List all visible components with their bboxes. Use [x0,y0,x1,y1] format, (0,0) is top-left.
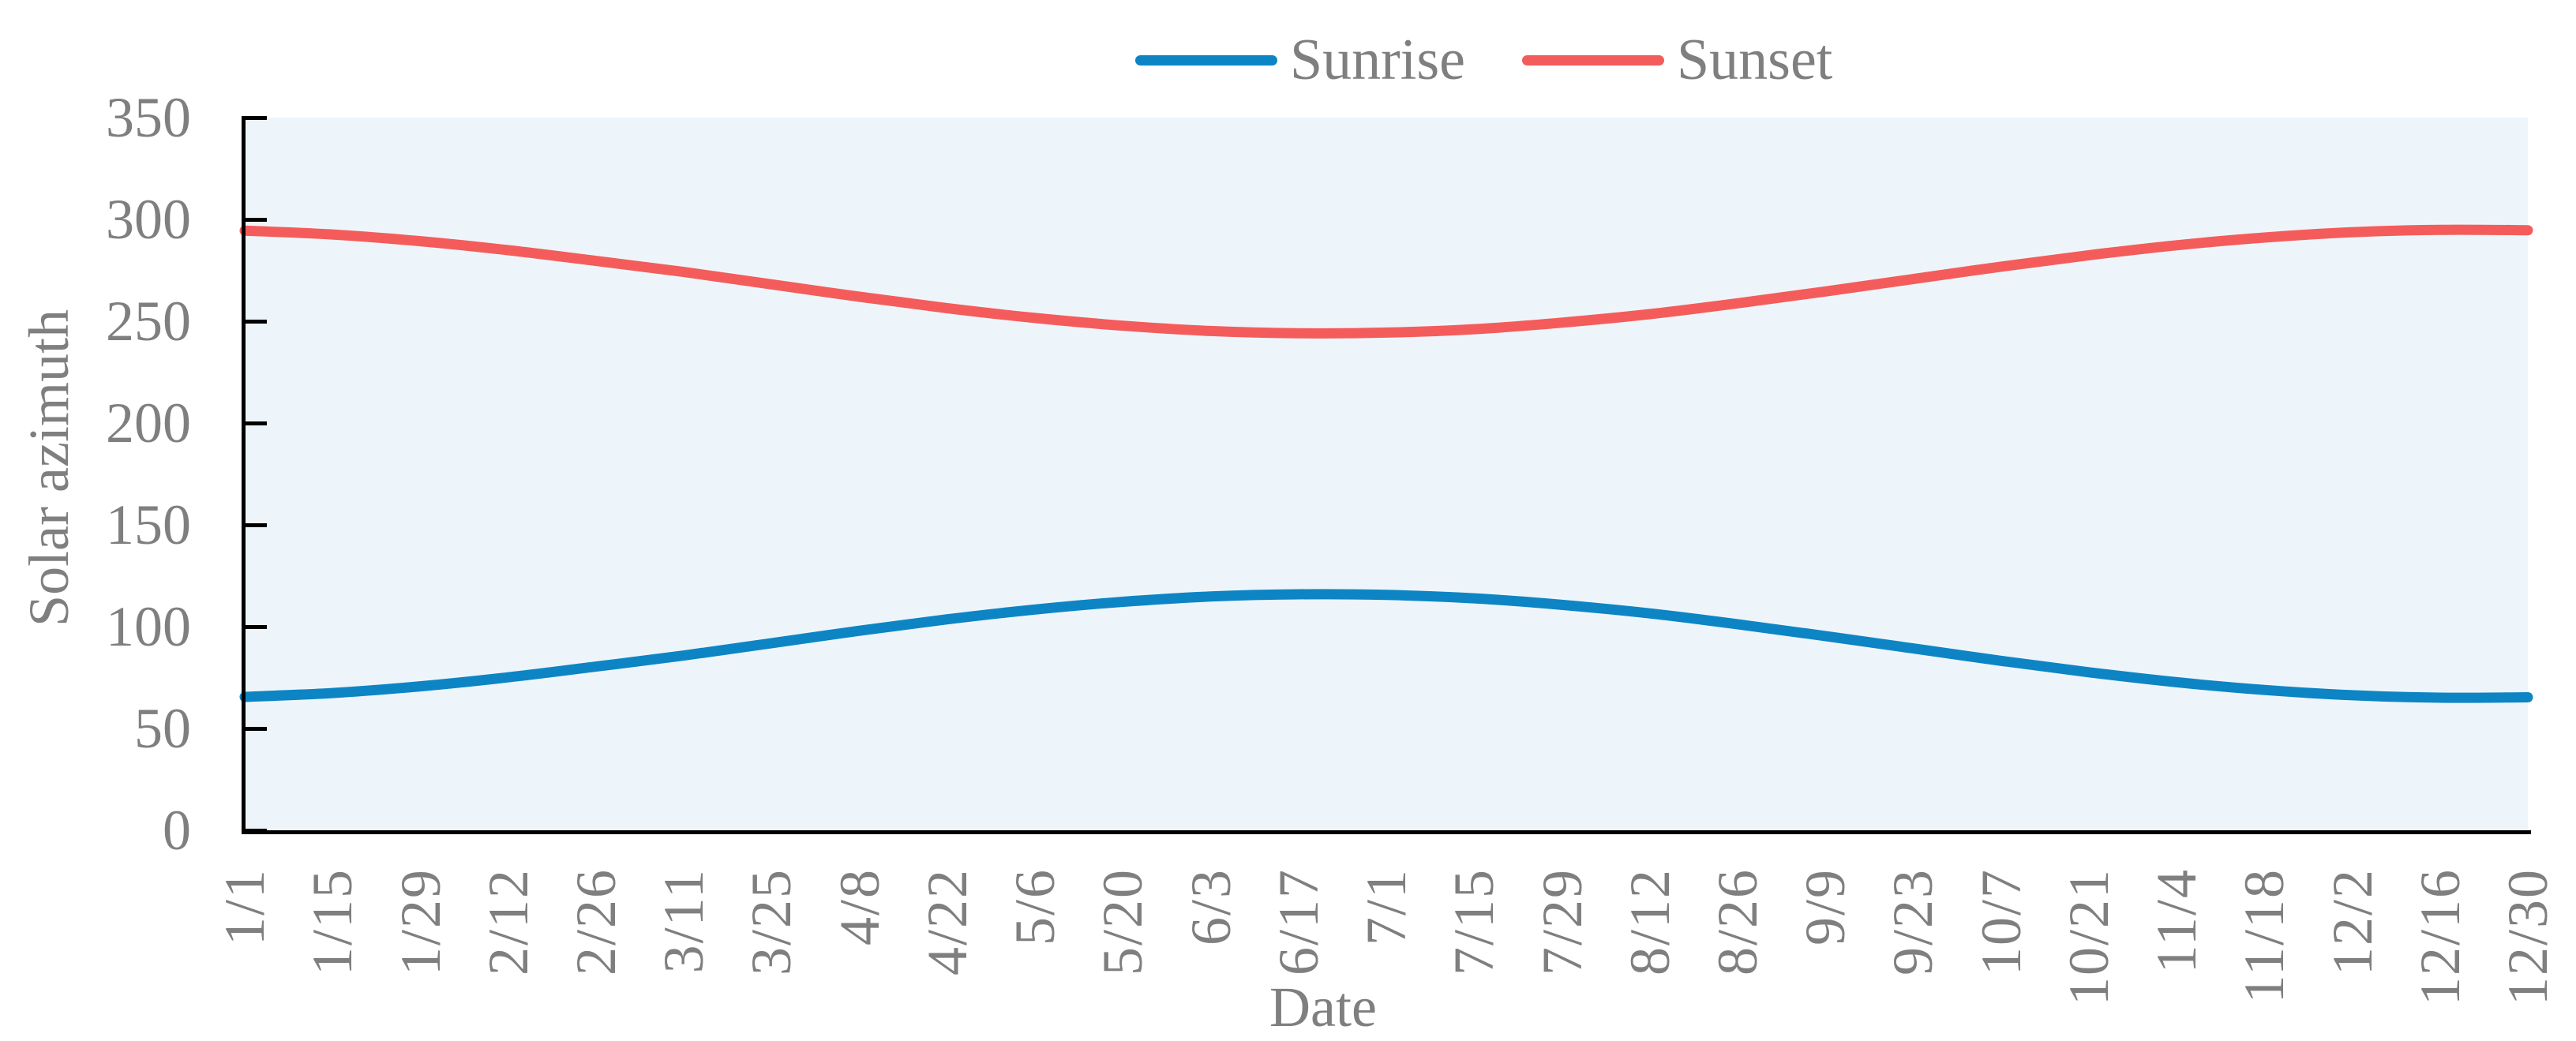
sunrise-series-line [239,589,2533,703]
x-tick-label-9-9: 9/9 [1794,868,1858,946]
x-tick-label-6-17: 6/17 [1266,868,1330,976]
y-tick-label-50: 50 [134,697,191,760]
x-tick-label-8-12: 8/12 [1618,868,1682,976]
legend-sunrise-label: Sunrise [1290,28,1465,92]
x-axis-line [242,830,2531,834]
x-axis-title: Date [1269,975,1377,1039]
y-axis-line [242,116,246,834]
legend-sunrise-line-swatch [1135,54,1277,66]
x-tick-label-2-26: 2/26 [564,868,628,976]
legend-sunset-line-swatch [1522,54,1664,66]
x-tick-label-10-7: 10/7 [1969,868,2033,976]
legend-sunset-label: Sunset [1677,28,1833,92]
y-axis-title: Solar azimuth [17,309,81,627]
x-tick-label-5-20: 5/20 [1091,868,1155,976]
y-tick-label-250: 250 [106,290,191,353]
y-tick-label-350: 350 [106,86,191,149]
x-tick-label-2-12: 2/12 [476,868,540,976]
y-tick-200 [246,421,267,425]
x-tick-label-10-21: 10/21 [2057,868,2120,1006]
y-tick-350 [246,115,267,120]
y-tick-50 [246,726,267,731]
chart-legend: Sunrise Sunset [1135,22,1832,98]
x-tick-label-9-23: 9/23 [1881,868,1945,976]
y-tick-label-0: 0 [163,799,191,862]
x-tick-label-7-1: 7/1 [1355,868,1418,946]
y-tick-label-300: 300 [106,188,191,251]
y-tick-0 [246,828,267,833]
x-tick-label-12-2: 12/2 [2320,868,2384,976]
x-tick-label-11-18: 11/18 [2233,868,2297,1004]
x-tick-label-1-1: 1/1 [213,868,276,946]
x-tick-label-7-29: 7/29 [1530,868,1594,976]
sunset-series-line [239,224,2533,339]
x-tick-label-3-11: 3/11 [652,868,716,974]
y-tick-label-100: 100 [106,595,191,658]
x-tick-label-12-30: 12/30 [2496,868,2559,1006]
x-tick-label-5-6: 5/6 [1003,868,1067,946]
x-tick-label-11-4: 11/4 [2145,868,2209,974]
x-tick-label-7-15: 7/15 [1442,868,1506,976]
x-tick-label-3-25: 3/25 [740,868,804,976]
x-tick-label-4-8: 4/8 [827,868,891,946]
y-tick-label-200: 200 [106,391,191,455]
y-tick-label-150: 150 [106,493,191,556]
x-tick-label-1-15: 1/15 [301,868,365,976]
x-tick-label-12-16: 12/16 [2408,868,2472,1006]
x-tick-label-1-29: 1/29 [388,868,452,976]
x-tick-label-4-22: 4/22 [915,868,979,976]
y-tick-250 [246,319,267,324]
y-tick-150 [246,522,267,527]
y-tick-100 [246,624,267,629]
plot-area [239,118,2533,830]
x-tick-label-8-26: 8/26 [1705,868,1769,976]
y-tick-300 [246,217,267,222]
x-tick-label-6-3: 6/3 [1179,868,1243,946]
